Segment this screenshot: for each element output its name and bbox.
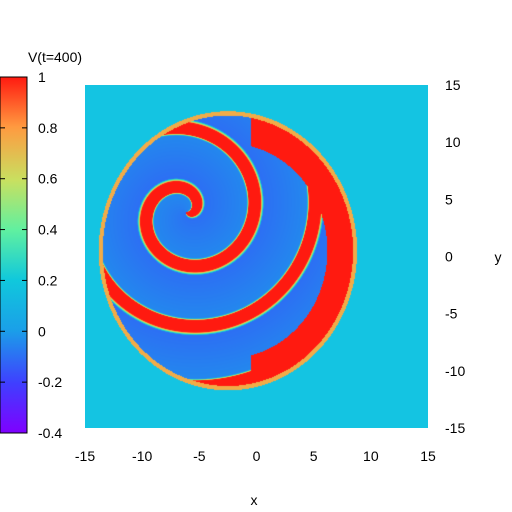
colorbar-ticks: 1 0.8 0.6 0.4 0.2 0 -0.2 -0.4: [0, 69, 62, 441]
y-axis-ticks: 15 10 5 0 -5 -10 -15: [445, 77, 465, 436]
x-axis-label: x: [251, 492, 258, 508]
colorbar: [0, 76, 28, 434]
x-tick-label: 0: [253, 448, 261, 464]
x-tick-label: 10: [363, 448, 379, 464]
colorbar-tick-label: -0.2: [38, 374, 62, 390]
y-axis-label: y: [495, 249, 502, 265]
y-tick-label: 5: [445, 191, 453, 207]
colorbar-tick-label: 0.2: [38, 272, 58, 288]
y-tick-label: 15: [445, 77, 461, 93]
colorbar-tick-label: 0.6: [38, 171, 58, 187]
y-tick-label: 0: [445, 249, 453, 265]
colorbar-tick-label: 0.8: [38, 120, 58, 136]
x-tick-label: -15: [75, 448, 95, 464]
colorbar-label: V(t=400): [28, 49, 82, 65]
y-tick-label: 10: [445, 134, 461, 150]
x-tick-label: 5: [310, 448, 318, 464]
x-tick-label: 15: [420, 448, 436, 464]
x-axis-ticks: -15 -10 -5 0 5 10 15: [75, 448, 436, 464]
colorbar-tick-label: 0.4: [38, 222, 58, 238]
colorbar-tick-label: -0.4: [38, 425, 62, 441]
heatmap-image: [85, 85, 428, 428]
colorbar-tick-label: 1: [38, 69, 46, 85]
y-tick-label: -5: [445, 306, 458, 322]
x-tick-label: -10: [132, 448, 152, 464]
y-tick-label: -10: [445, 363, 465, 379]
x-tick-label: -5: [193, 448, 206, 464]
y-tick-label: -15: [445, 420, 465, 436]
colorbar-tick-label: 0: [38, 323, 46, 339]
